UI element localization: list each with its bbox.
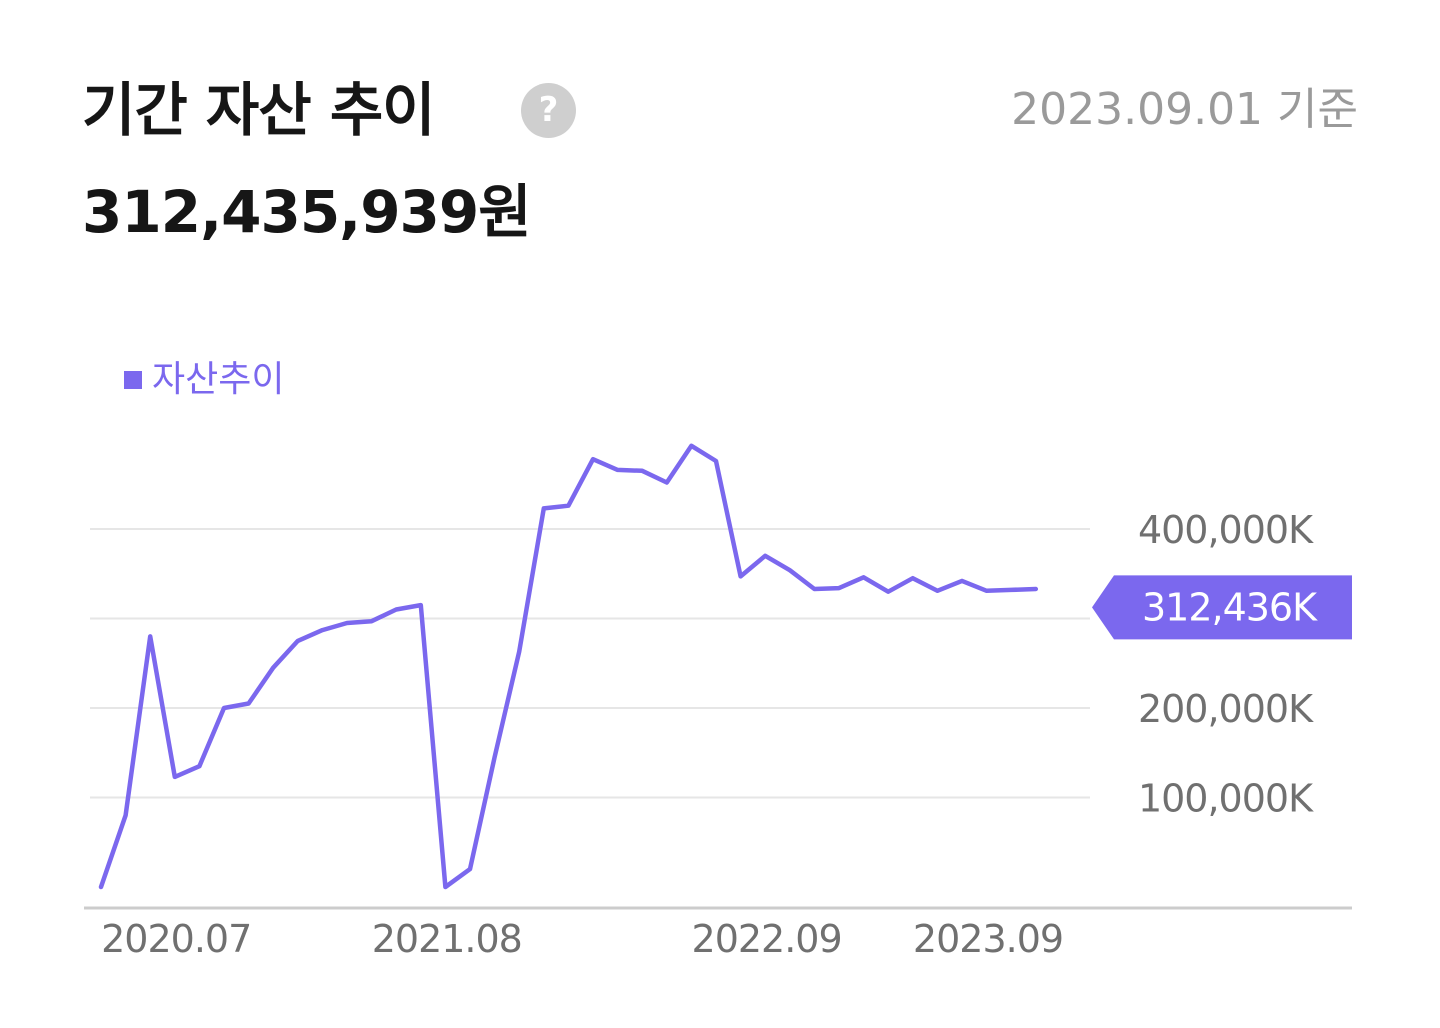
x-tick-label: 2022.09	[692, 917, 842, 961]
current-value-label: 312,436K	[1142, 585, 1318, 629]
total-asset-amount: 312,435,939원	[82, 178, 532, 246]
legend-swatch-icon	[124, 371, 142, 389]
current-value-badge	[1092, 575, 1352, 640]
series-line-asset-trend	[98, 443, 1039, 890]
legend-label-asset-trend: 자산추이	[152, 359, 285, 400]
help-question-icon[interactable]: ?	[521, 83, 576, 138]
x-tick-label: 2020.07	[101, 917, 251, 961]
reference-date-label: 2023.09.01 기준	[1011, 84, 1358, 135]
x-tick-label: 2023.09	[913, 917, 1063, 961]
page-title: 기간 자산 추이	[82, 76, 436, 144]
y-tick-label: 200,000K	[1138, 687, 1314, 731]
y-tick-label: 400,000K	[1138, 508, 1314, 552]
y-tick-label: 100,000K	[1138, 777, 1314, 821]
x-tick-label: 2021.08	[372, 917, 522, 961]
chart-legend[interactable]: 자산추이	[124, 358, 284, 402]
